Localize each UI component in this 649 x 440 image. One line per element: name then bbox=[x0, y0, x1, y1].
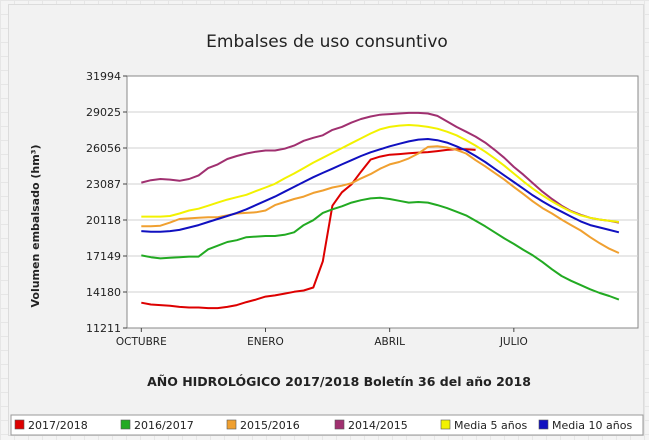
y-tick-label: 23087 bbox=[86, 178, 121, 191]
legend-label: 2015/2016 bbox=[240, 419, 300, 432]
legend-swatch bbox=[120, 419, 131, 430]
x-tick-label: ABRIL bbox=[374, 336, 405, 348]
legend-box bbox=[10, 414, 644, 436]
chart-title: Embalses de uso consuntivo bbox=[206, 32, 448, 52]
y-tick-label: 29025 bbox=[86, 106, 121, 119]
x-tick-label: OCTUBRE bbox=[116, 336, 167, 348]
legend-label: 2014/2015 bbox=[348, 419, 408, 432]
x-axis-label: AÑO HIDROLÓGICO 2017/2018 Boletín 36 del… bbox=[147, 374, 531, 389]
legend-swatch bbox=[226, 419, 237, 430]
chart-frame: Embalses de uso consuntivo 31994 29025 260… bbox=[8, 4, 644, 436]
y-tick-label: 20118 bbox=[86, 214, 121, 227]
x-tick-label: JULIO bbox=[499, 336, 528, 348]
legend: 2017/2018 2016/2017 2015/2016 2014/2015 Medi… bbox=[10, 414, 644, 436]
y-tick-label: 26056 bbox=[86, 142, 121, 155]
x-tick-label: ENERO bbox=[247, 336, 284, 348]
legend-swatch bbox=[440, 419, 451, 430]
series-line-2014-2015 bbox=[141, 111, 620, 224]
y-axis-label: Volumen embalsado (hm³) bbox=[29, 144, 42, 307]
legend-swatch bbox=[14, 419, 25, 430]
legend-label: 2017/2018 bbox=[28, 419, 88, 432]
series-line-media-5-a-os bbox=[141, 124, 620, 223]
legend-label: Media 5 años bbox=[454, 419, 527, 432]
y-tick-label: 14180 bbox=[86, 286, 121, 299]
y-tick-label: 11211 bbox=[86, 322, 121, 335]
chart-canvas: Embalses de uso consuntivo 31994 29025 260… bbox=[10, 32, 644, 436]
y-tick-label: 17149 bbox=[86, 250, 121, 263]
legend-swatch bbox=[538, 419, 549, 430]
y-tick-label: 31994 bbox=[86, 70, 121, 83]
series-line-2016-2017 bbox=[141, 196, 620, 301]
series-line-2015-2016 bbox=[141, 145, 620, 254]
legend-swatch bbox=[334, 419, 345, 430]
series-line-media-10-a-os bbox=[141, 138, 620, 234]
legend-label: 2016/2017 bbox=[134, 419, 194, 432]
legend-label: Media 10 años bbox=[552, 419, 632, 432]
